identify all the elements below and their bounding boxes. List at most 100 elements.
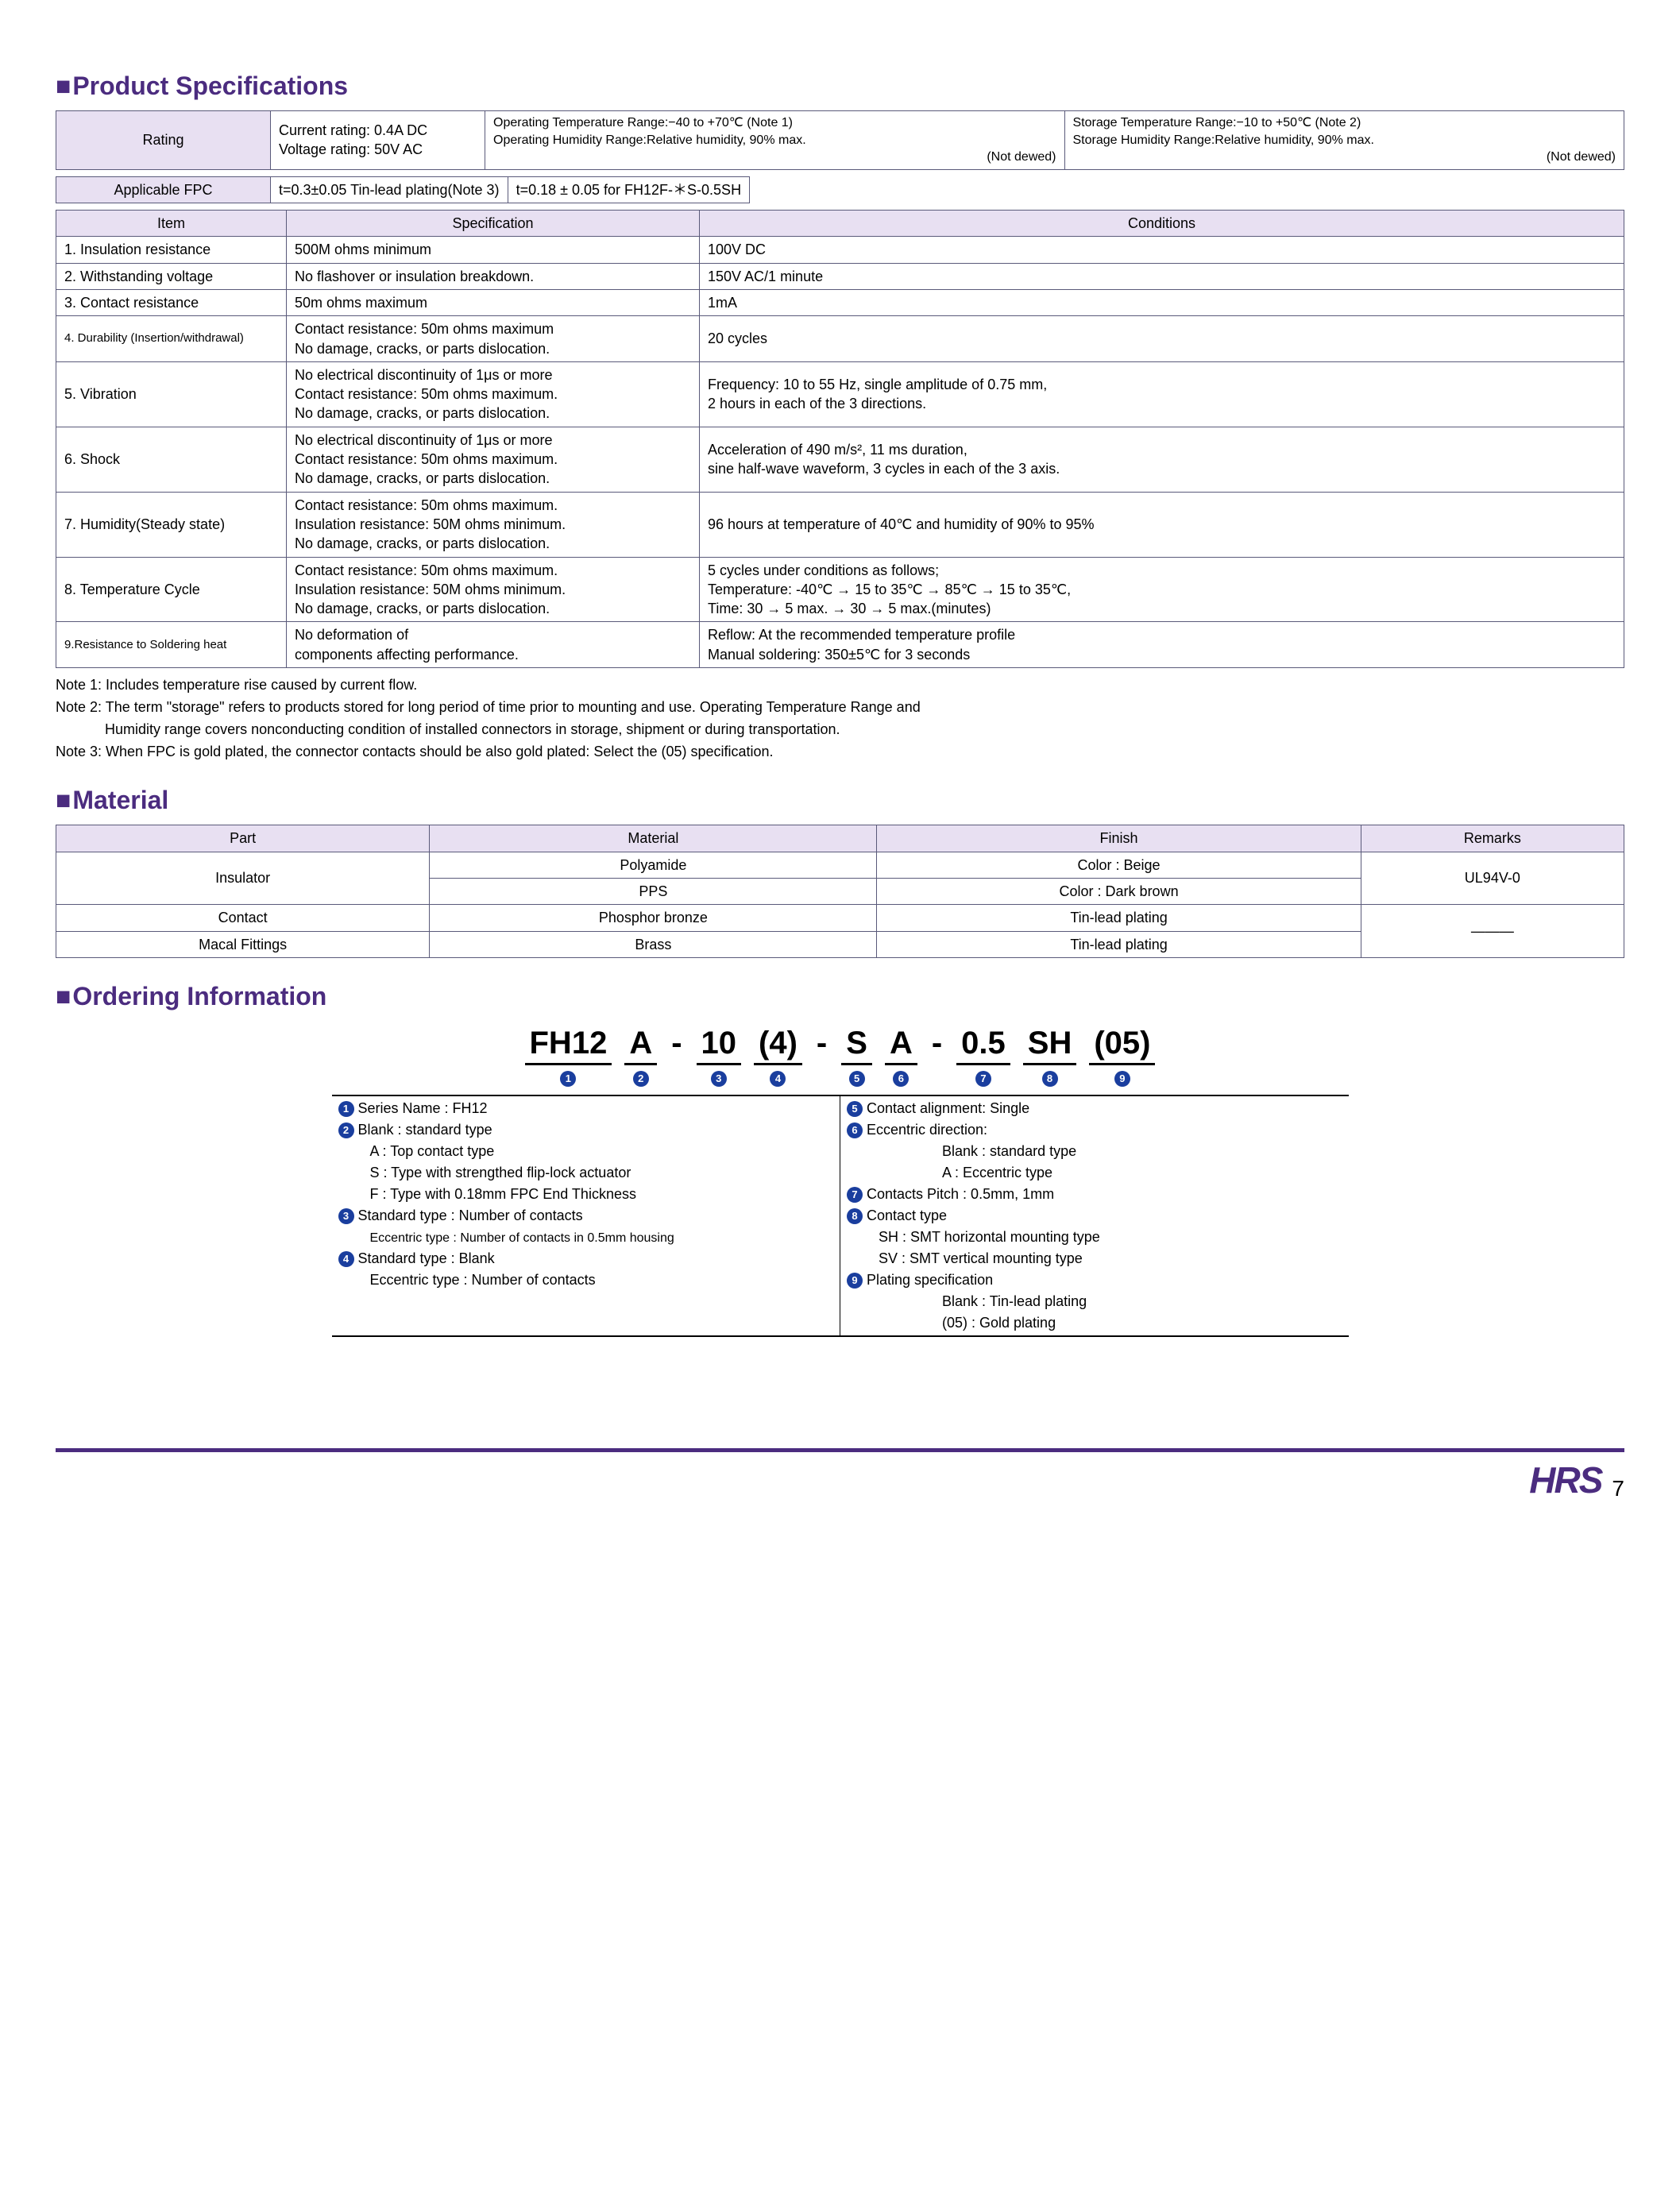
mat-hdr-part: Part [56,825,430,852]
order-num-circle: 5 [849,1071,865,1087]
order-desc-line: 8 Contact type [847,1205,1342,1227]
mat-finish: Tin-lead plating [877,931,1361,957]
mat-part: Macal Fittings [56,931,430,957]
order-num-circle: 5 [847,1101,863,1117]
order-num-circle: 2 [338,1122,354,1138]
order-desc-line: SV : SMT vertical mounting type [847,1248,1342,1269]
material-table: Part Material Finish Remarks InsulatorPo… [56,825,1624,957]
spec-hdr-item: Item [56,211,287,237]
spec-hdr-cond: Conditions [700,211,1624,237]
spec-cond: 5 cycles under conditions as follows;Tem… [700,557,1624,622]
order-num-circle: 9 [1114,1071,1130,1087]
order-desc-line: 4 Standard type : Blank [338,1248,834,1269]
spec-item: 5. Vibration [56,361,287,427]
order-desc-line: F : Type with 0.18mm FPC End Thickness [338,1184,834,1205]
order-num-circle: 6 [893,1071,909,1087]
ordering-left: 1 Series Name : FH122 Blank : standard t… [332,1096,840,1335]
order-segment: (05)9 [1089,1026,1155,1087]
mat-part: Contact [56,905,430,931]
order-desc-line: Blank : standard type [847,1141,1342,1162]
order-num-circle: 3 [711,1071,727,1087]
page-footer: HRS 7 [56,1448,1624,1501]
spec-cond: Reflow: At the recommended temperature p… [700,622,1624,668]
spec-item: 3. Contact resistance [56,289,287,315]
page-number: 7 [1612,1476,1624,1501]
mat-material: Polyamide [430,852,877,878]
order-num-circle: 8 [847,1208,863,1224]
order-desc-line: A : Top contact type [338,1141,834,1162]
rating-col3: Operating Temperature Range:−40 to +70℃ … [485,111,1065,170]
spec-item: 7. Humidity(Steady state) [56,492,287,557]
order-num-circle: 1 [338,1101,354,1117]
section-title-ordering: Ordering Information [56,982,1624,1011]
spec-spec: Contact resistance: 50m ohms maximum.Ins… [287,492,700,557]
order-segment: S5 [841,1026,872,1087]
order-num-circle: 4 [338,1251,354,1267]
spec-cond: Acceleration of 490 m/s², 11 ms duration… [700,427,1624,492]
order-segment: - [930,1026,944,1061]
fpc-table: Applicable FPC t=0.3±0.05 Tin-lead plati… [56,176,750,203]
spec-item: 2. Withstanding voltage [56,263,287,289]
order-desc-line: Blank : Tin-lead plating [847,1291,1342,1312]
spec-spec: 50m ohms maximum [287,289,700,315]
order-desc-line: 5 Contact alignment: Single [847,1098,1342,1119]
rating-table: Rating Current rating: 0.4A DCVoltage ra… [56,110,1624,170]
spec-spec: No electrical discontinuity of 1μs or mo… [287,427,700,492]
spec-cond: 150V AC/1 minute [700,263,1624,289]
mat-hdr-finish: Finish [877,825,1361,852]
spec-cond: 96 hours at temperature of 40℃ and humid… [700,492,1624,557]
mat-material: Phosphor bronze [430,905,877,931]
order-desc-line: S : Type with strengthed flip-lock actua… [338,1162,834,1184]
spec-item: 8. Temperature Cycle [56,557,287,622]
order-desc-line: A : Eccentric type [847,1162,1342,1184]
spec-spec: No electrical discontinuity of 1μs or mo… [287,361,700,427]
order-num-circle: 2 [633,1071,649,1087]
order-segment: - [815,1026,828,1061]
mat-finish: Color : Dark brown [877,878,1361,904]
fpc-c1: t=0.3±0.05 Tin-lead plating(Note 3) [271,176,508,203]
order-segment: 0.57 [956,1026,1010,1087]
order-num-circle: 8 [1042,1071,1058,1087]
order-desc-line: 2 Blank : standard type [338,1119,834,1141]
order-num-circle: 7 [847,1187,863,1203]
fpc-c2: t=0.18 ± 0.05 for FH12F-＊S-0.5SH [508,176,750,203]
spec-item: 1. Insulation resistance [56,237,287,263]
spec-spec: 500M ohms minimum [287,237,700,263]
spec-cond: Frequency: 10 to 55 Hz, single amplitude… [700,361,1624,427]
ordering-code: FH121A2-103(4)4-S5A6-0.57SH8(05)9 [56,1026,1624,1087]
spec-spec: Contact resistance: 50m ohms maximum.Ins… [287,557,700,622]
order-segment: A6 [885,1026,917,1087]
mat-finish: Tin-lead plating [877,905,1361,931]
mat-hdr-material: Material [430,825,877,852]
order-num-circle: 3 [338,1208,354,1224]
order-desc-line: (05) : Gold plating [847,1312,1342,1334]
spec-cond: 100V DC [700,237,1624,263]
spec-notes: Note 1: Includes temperature rise caused… [56,674,1624,762]
ordering-desc: 1 Series Name : FH122 Blank : standard t… [332,1095,1349,1337]
spec-item: 4. Durability (Insertion/withdrawal) [56,316,287,362]
spec-table: Item Specification Conditions 1. Insulat… [56,210,1624,668]
order-num-circle: 9 [847,1273,863,1289]
spec-cond: 20 cycles [700,316,1624,362]
order-desc-line: 9 Plating specification [847,1269,1342,1291]
mat-hdr-remarks: Remarks [1361,825,1624,852]
mat-finish: Color : Beige [877,852,1361,878]
order-num-circle: 1 [560,1071,576,1087]
section-title-material: Material [56,786,1624,815]
mat-part: Insulator [56,852,430,905]
mat-material: Brass [430,931,877,957]
order-desc-line: Eccentric type : Number of contacts [338,1269,834,1291]
order-segment: 103 [697,1026,742,1087]
ordering-right: 5 Contact alignment: Single6 Eccentric d… [840,1096,1349,1335]
order-desc-line: 7 Contacts Pitch : 0.5mm, 1mm [847,1184,1342,1205]
rating-col4: Storage Temperature Range:−10 to +50℃ (N… [1064,111,1624,170]
order-num-circle: 7 [975,1071,991,1087]
mat-remarks: ——— [1361,905,1624,958]
spec-item: 9.Resistance to Soldering heat [56,622,287,668]
rating-label: Rating [56,111,271,170]
order-desc-line: 1 Series Name : FH12 [338,1098,834,1119]
spec-hdr-spec: Specification [287,211,700,237]
spec-spec: Contact resistance: 50m ohms maximumNo d… [287,316,700,362]
order-desc-line: 6 Eccentric direction: [847,1119,1342,1141]
spec-spec: No deformation ofcomponents affecting pe… [287,622,700,668]
